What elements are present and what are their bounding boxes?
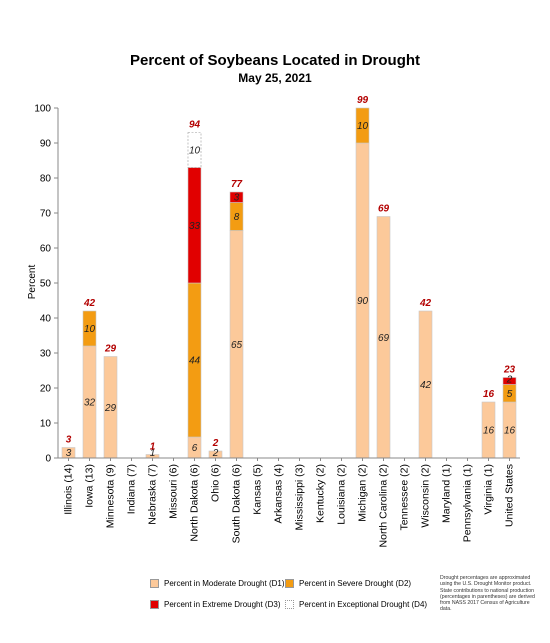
segment-label-14-0: 90 — [357, 296, 369, 307]
x-tick-label-19: Pennsylvania (1) — [462, 464, 474, 542]
chart-title: Percent of Soybeans Located in Drought — [130, 52, 420, 69]
total-label-0: 3 — [66, 435, 72, 446]
legend-item-d2: Percent in Severe Drought (D2) — [285, 579, 411, 588]
x-tick-label-18: Maryland (1) — [441, 464, 453, 523]
legend-swatch-d3 — [150, 600, 159, 609]
legend-label-d3: Percent in Extreme Drought (D3) — [164, 600, 281, 609]
segment-label-8-2: 3 — [234, 193, 240, 204]
legend-swatch-d1 — [150, 579, 159, 588]
x-tick-label-4: Nebraska (7) — [147, 464, 159, 525]
bar-segment-21-2 — [502, 377, 517, 385]
segment-label-21-2: 2 — [506, 375, 513, 386]
legend-label-d4: Percent in Exceptional Drought (D4) — [299, 600, 428, 609]
y-tick-label-2: 20 — [40, 384, 52, 395]
x-tick-label-17: Wisconsin (2) — [420, 464, 432, 528]
footnote: Drought percentages are approximated usi… — [440, 575, 535, 613]
bar-segment-6-3 — [187, 132, 202, 168]
total-label-1: 42 — [83, 298, 96, 309]
x-tick-label-7: Ohio (6) — [210, 464, 222, 502]
x-tick-label-16: Tennessee (2) — [399, 464, 411, 531]
legend-swatch-d2 — [285, 579, 294, 588]
y-tick-label-3: 30 — [40, 349, 52, 360]
segment-label-8-0: 65 — [231, 340, 243, 351]
total-label-6: 94 — [189, 120, 201, 131]
bar-segment-8-2 — [229, 191, 244, 203]
segment-label-0-0: 3 — [66, 448, 72, 459]
total-label-15: 69 — [378, 204, 390, 215]
y-tick-label-7: 70 — [40, 209, 52, 220]
segment-label-21-1: 5 — [507, 389, 513, 400]
segment-label-1-1: 10 — [84, 324, 96, 335]
legend-item-d4: Percent in Exceptional Drought (D4) — [285, 600, 427, 609]
y-tick-label-5: 50 — [40, 279, 52, 290]
legend-item-d1: Percent in Moderate Drought (D1) — [150, 579, 285, 588]
x-tick-label-8: South Dakota (6) — [231, 464, 243, 543]
segment-label-21-0: 16 — [504, 426, 516, 437]
x-tick-label-10: Arkansas (4) — [273, 464, 285, 524]
legend-swatch-d4 — [285, 600, 294, 609]
legend-label-d1: Percent in Moderate Drought (D1) — [164, 579, 285, 588]
x-tick-label-1: Iowa (13) — [84, 464, 96, 508]
total-label-7: 2 — [212, 438, 219, 449]
segment-label-2-0: 29 — [104, 403, 117, 414]
y-tick-label-4: 40 — [40, 314, 52, 325]
bars — [61, 107, 517, 459]
total-label-21: 23 — [503, 365, 516, 376]
segment-label-17-0: 42 — [420, 380, 432, 391]
y-tick-label-8: 80 — [40, 174, 52, 185]
y-axis-ticks: 0 10 20 30 40 50 60 70 80 90 100 — [34, 104, 58, 465]
bar-segment-14-1 — [355, 107, 370, 144]
chart-subtitle: May 25, 2021 — [238, 71, 312, 85]
y-tick-label-1: 10 — [40, 419, 52, 430]
x-tick-label-2: Minnesota (9) — [105, 464, 117, 528]
y-tick-label-0: 0 — [45, 454, 51, 465]
total-label-2: 29 — [104, 344, 117, 355]
x-tick-label-6: North Dakota (6) — [189, 464, 201, 542]
segment-label-8-1: 8 — [234, 212, 240, 223]
segment-label-14-1: 10 — [357, 121, 369, 132]
segment-label-7-0: 2 — [212, 448, 219, 459]
total-label-14: 99 — [357, 95, 369, 106]
x-tick-label-9: Kansas (5) — [252, 464, 264, 515]
total-label-4: 1 — [150, 442, 156, 453]
segment-label-6-0: 6 — [192, 443, 198, 454]
total-label-17: 42 — [419, 298, 432, 309]
total-label-8: 77 — [231, 179, 243, 190]
segment-label-6-1: 44 — [189, 356, 201, 367]
x-tick-label-0: Illinois (14) — [63, 464, 75, 515]
y-axis-label: Percent — [27, 265, 38, 300]
legend-label-d2: Percent in Severe Drought (D2) — [299, 579, 412, 588]
segment-label-4-0: 1 — [150, 448, 156, 459]
x-axis-ticks: Illinois (14) Iowa (13) Minnesota (9) India… — [63, 458, 516, 547]
drought-chart: Percent of Soybeans Located in Drought M… — [27, 52, 520, 547]
legend-item-d3: Percent in Extreme Drought (D3) — [150, 600, 281, 609]
x-tick-label-15: North Carolina (2) — [378, 464, 390, 547]
x-tick-label-3: Indiana (7) — [126, 464, 138, 514]
bar-segment-1-1 — [82, 310, 97, 347]
segment-label-6-3: 10 — [189, 146, 201, 157]
x-tick-label-11: Mississippi (3) — [294, 464, 306, 531]
y-tick-label-10: 100 — [34, 104, 51, 115]
x-tick-label-13: Louisiana (2) — [336, 464, 348, 525]
segment-label-6-2: 33 — [189, 221, 201, 232]
total-label-20: 16 — [483, 389, 495, 400]
segment-label-1-0: 32 — [84, 398, 96, 409]
x-tick-label-5: Missouri (6) — [168, 464, 180, 519]
segment-label-20-0: 16 — [483, 426, 495, 437]
x-tick-label-20: Virginia (1) — [483, 464, 495, 515]
x-tick-label-12: Kentucky (2) — [315, 464, 327, 523]
y-tick-label-6: 60 — [40, 244, 52, 255]
y-tick-label-9: 90 — [40, 139, 52, 150]
x-tick-label-14: Michigan (2) — [357, 464, 369, 522]
segment-label-15-0: 69 — [378, 333, 390, 344]
x-tick-label-21: United States — [504, 464, 516, 527]
